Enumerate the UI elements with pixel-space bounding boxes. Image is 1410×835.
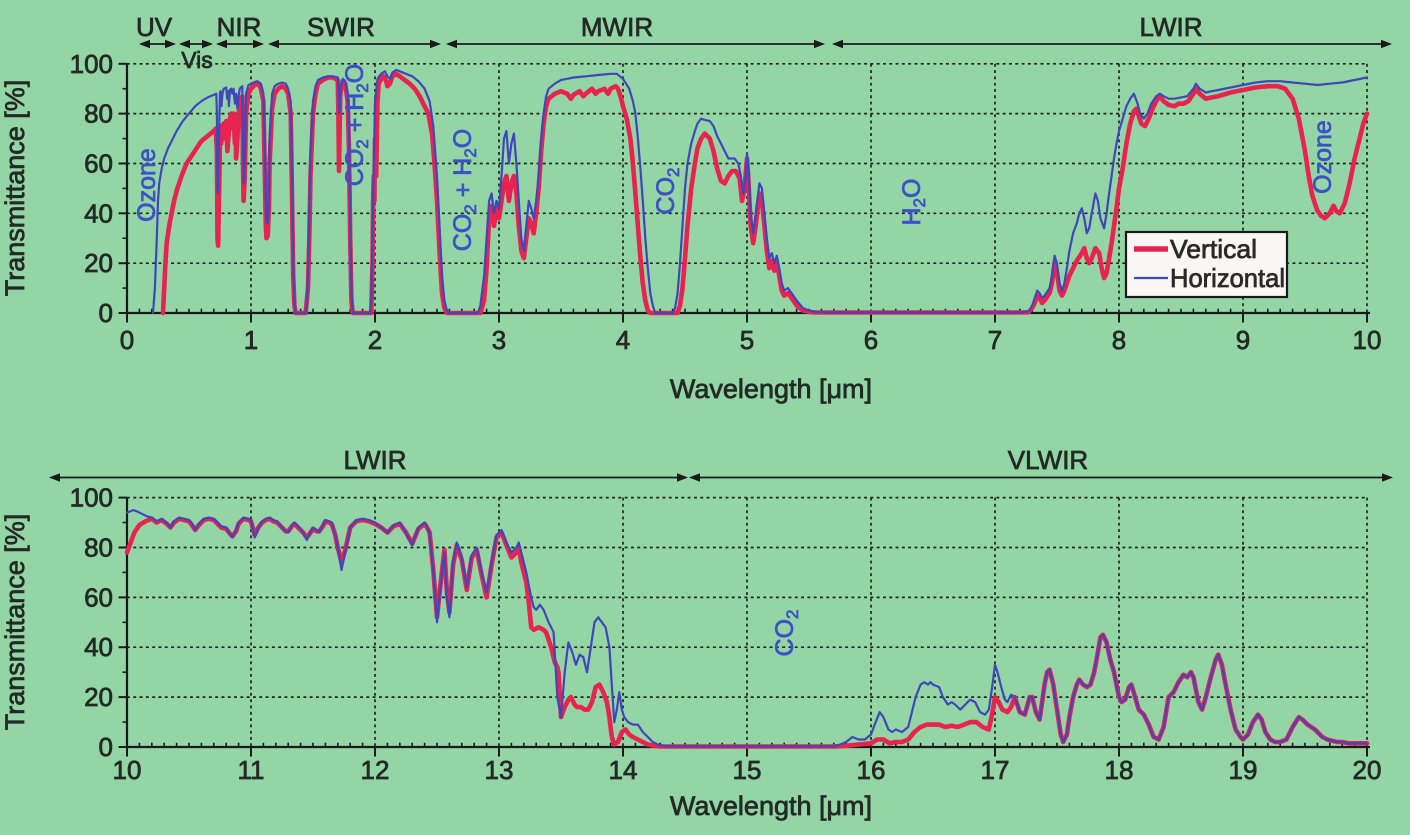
svg-text:LWIR: LWIR [343,445,406,475]
svg-text:10: 10 [1353,325,1382,355]
svg-text:10: 10 [113,755,142,785]
svg-text:40: 40 [84,198,113,228]
svg-text:CO2 + H2O: CO2 + H2O [341,64,372,186]
svg-text:100: 100 [70,483,113,513]
svg-text:0: 0 [120,325,134,355]
svg-text:6: 6 [864,325,878,355]
svg-text:80: 80 [84,533,113,563]
svg-text:Ozone: Ozone [1309,120,1337,194]
svg-text:3: 3 [492,325,506,355]
svg-text:80: 80 [84,99,113,129]
svg-text:Horizontal: Horizontal [1170,263,1285,293]
svg-text:0: 0 [99,298,113,328]
svg-text:Vertical: Vertical [1170,234,1257,264]
svg-text:16: 16 [857,755,886,785]
svg-text:60: 60 [84,149,113,179]
svg-text:12: 12 [361,755,390,785]
svg-text:Ozone: Ozone [133,148,161,222]
svg-text:7: 7 [988,325,1002,355]
svg-text:LWIR: LWIR [1139,12,1202,42]
svg-text:0: 0 [99,732,113,762]
svg-text:13: 13 [485,755,514,785]
svg-text:CO2 + H2O: CO2 + H2O [449,129,480,251]
svg-text:20: 20 [84,682,113,712]
svg-text:Transmittance [%]: Transmittance [%] [0,514,30,731]
svg-text:14: 14 [609,755,638,785]
svg-text:100: 100 [70,49,113,79]
svg-text:17: 17 [981,755,1010,785]
svg-text:20: 20 [1353,755,1382,785]
svg-text:1: 1 [244,325,258,355]
svg-text:60: 60 [84,582,113,612]
svg-text:9: 9 [1236,325,1250,355]
svg-text:Transmittance [%]: Transmittance [%] [0,80,30,297]
svg-text:20: 20 [84,248,113,278]
svg-text:Wavelength [μm]: Wavelength [μm] [670,374,872,404]
svg-text:5: 5 [740,325,754,355]
svg-text:40: 40 [84,632,113,662]
svg-text:8: 8 [1112,325,1126,355]
svg-text:NIR: NIR [217,12,262,42]
svg-text:2: 2 [368,325,382,355]
svg-text:Wavelength [μm]: Wavelength [μm] [670,791,872,821]
svg-text:UV: UV [136,12,173,42]
svg-text:18: 18 [1105,755,1134,785]
svg-text:Vis: Vis [181,47,213,73]
svg-text:11: 11 [238,755,265,785]
svg-text:19: 19 [1229,755,1258,785]
svg-text:VLWIR: VLWIR [1008,445,1088,475]
svg-text:4: 4 [616,325,630,355]
svg-text:15: 15 [733,755,762,785]
svg-text:MWIR: MWIR [581,12,653,42]
svg-text:SWIR: SWIR [307,12,375,42]
